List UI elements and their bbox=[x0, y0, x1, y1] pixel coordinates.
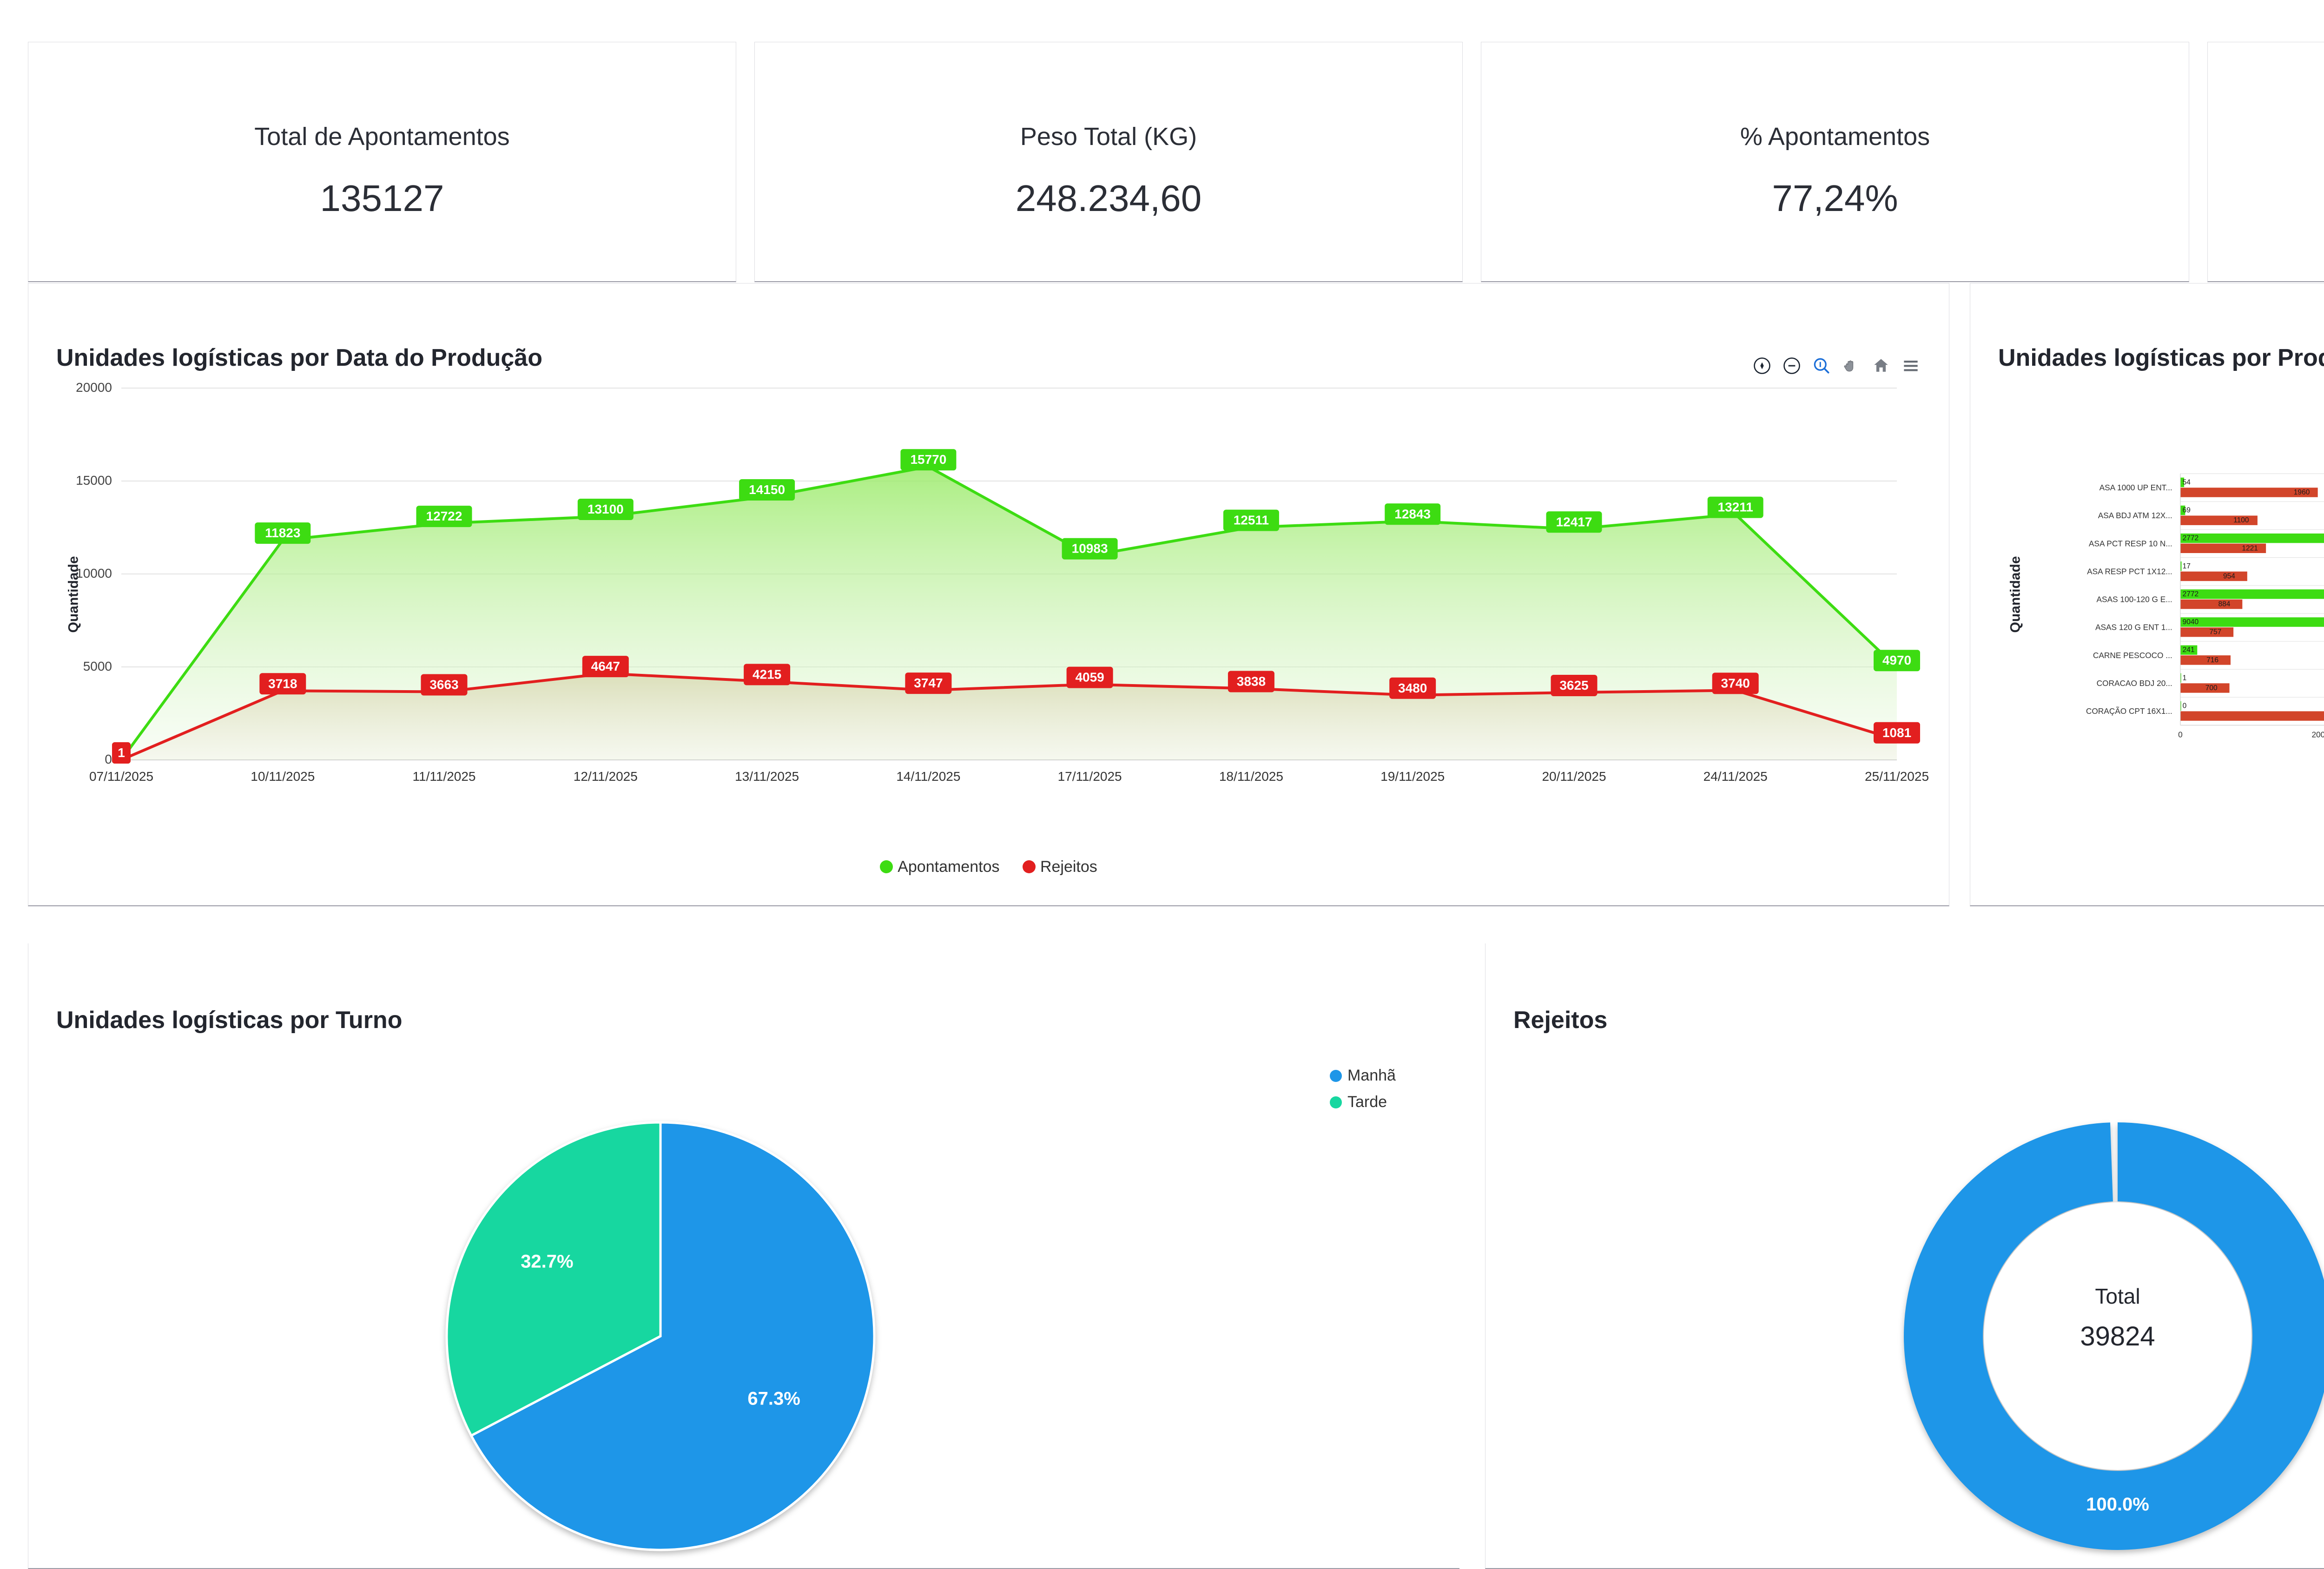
svg-text:4970: 4970 bbox=[1882, 653, 1911, 667]
svg-text:10/11/2025: 10/11/2025 bbox=[251, 769, 315, 784]
svg-text:0: 0 bbox=[2178, 730, 2183, 739]
svg-text:100.0%: 100.0% bbox=[2086, 1494, 2149, 1515]
svg-text:5000: 5000 bbox=[83, 659, 112, 673]
svg-text:13/11/2025: 13/11/2025 bbox=[735, 769, 799, 784]
svg-text:2000: 2000 bbox=[2311, 730, 2324, 739]
svg-text:12722: 12722 bbox=[426, 509, 462, 523]
svg-text:4647: 4647 bbox=[591, 659, 620, 673]
svg-text:1960: 1960 bbox=[2294, 488, 2310, 496]
svg-text:CARNE PESCOCO ...: CARNE PESCOCO ... bbox=[2093, 651, 2172, 660]
svg-text:3480: 3480 bbox=[1398, 681, 1427, 695]
svg-text:25/11/2025: 25/11/2025 bbox=[1865, 769, 1929, 784]
svg-text:11/11/2025: 11/11/2025 bbox=[413, 769, 476, 784]
svg-text:2772: 2772 bbox=[2183, 534, 2199, 542]
svg-text:24/11/2025: 24/11/2025 bbox=[1703, 769, 1768, 784]
svg-text:954: 954 bbox=[2223, 572, 2235, 580]
svg-text:10983: 10983 bbox=[1072, 541, 1108, 556]
svg-text:4215: 4215 bbox=[753, 667, 781, 681]
svg-text:17: 17 bbox=[2183, 562, 2191, 570]
svg-text:757: 757 bbox=[2209, 628, 2221, 636]
svg-text:241: 241 bbox=[2183, 646, 2195, 654]
svg-text:11823: 11823 bbox=[265, 526, 300, 540]
svg-text:716: 716 bbox=[2206, 656, 2218, 664]
svg-text:10000: 10000 bbox=[76, 566, 112, 580]
svg-text:884: 884 bbox=[2218, 600, 2230, 608]
svg-text:18/11/2025: 18/11/2025 bbox=[1219, 769, 1283, 784]
svg-text:9040: 9040 bbox=[2183, 618, 2199, 626]
svg-text:1: 1 bbox=[118, 745, 125, 760]
svg-text:1081: 1081 bbox=[1882, 725, 1911, 740]
svg-text:32.7%: 32.7% bbox=[521, 1252, 573, 1272]
svg-text:19/11/2025: 19/11/2025 bbox=[1380, 769, 1445, 784]
svg-text:ASAS 100-120 G E...: ASAS 100-120 G E... bbox=[2097, 595, 2172, 604]
svg-text:13100: 13100 bbox=[588, 502, 624, 516]
svg-text:20000: 20000 bbox=[76, 380, 112, 395]
svg-text:2772: 2772 bbox=[2183, 590, 2199, 598]
svg-text:0: 0 bbox=[105, 752, 112, 766]
svg-text:15000: 15000 bbox=[76, 473, 112, 488]
svg-text:Total: Total bbox=[2095, 1284, 2140, 1308]
svg-text:1: 1 bbox=[2183, 674, 2187, 682]
svg-text:3838: 3838 bbox=[1237, 674, 1266, 689]
svg-text:0: 0 bbox=[2183, 702, 2187, 710]
svg-text:ASAS 120 G ENT 1...: ASAS 120 G ENT 1... bbox=[2095, 623, 2172, 632]
svg-text:ASA RESP PCT 1X12...: ASA RESP PCT 1X12... bbox=[2087, 567, 2172, 576]
svg-text:12843: 12843 bbox=[1394, 507, 1431, 521]
svg-text:13211: 13211 bbox=[1718, 500, 1753, 514]
svg-text:17/11/2025: 17/11/2025 bbox=[1058, 769, 1122, 784]
svg-text:12417: 12417 bbox=[1556, 514, 1592, 529]
svg-text:ASA BDJ ATM 12X...: ASA BDJ ATM 12X... bbox=[2098, 511, 2172, 520]
svg-text:14/11/2025: 14/11/2025 bbox=[896, 769, 960, 784]
svg-text:3663: 3663 bbox=[429, 678, 458, 692]
svg-text:39824: 39824 bbox=[2080, 1321, 2155, 1351]
svg-text:15770: 15770 bbox=[910, 452, 946, 467]
svg-text:3718: 3718 bbox=[268, 676, 297, 691]
svg-text:700: 700 bbox=[2205, 684, 2218, 692]
svg-text:CORACAO BDJ 20...: CORACAO BDJ 20... bbox=[2097, 679, 2172, 688]
svg-text:CORAÇÃO CPT 16X1...: CORAÇÃO CPT 16X1... bbox=[2086, 706, 2172, 716]
svg-text:12/11/2025: 12/11/2025 bbox=[574, 769, 638, 784]
svg-text:ASA PCT RESP 10 N...: ASA PCT RESP 10 N... bbox=[2089, 539, 2172, 548]
svg-text:20/11/2025: 20/11/2025 bbox=[1542, 769, 1606, 784]
svg-text:67.3%: 67.3% bbox=[747, 1389, 800, 1409]
svg-text:3740: 3740 bbox=[1721, 676, 1750, 690]
svg-text:4059: 4059 bbox=[1075, 670, 1104, 685]
svg-text:12511: 12511 bbox=[1234, 513, 1269, 527]
svg-text:07/11/2025: 07/11/2025 bbox=[89, 769, 153, 784]
svg-text:3747: 3747 bbox=[914, 676, 943, 690]
svg-text:1100: 1100 bbox=[2233, 516, 2249, 524]
svg-text:1221: 1221 bbox=[2242, 544, 2258, 552]
svg-text:14150: 14150 bbox=[749, 482, 785, 497]
svg-text:ASA 1000 UP ENT...: ASA 1000 UP ENT... bbox=[2100, 483, 2172, 492]
svg-text:3625: 3625 bbox=[1559, 678, 1588, 692]
svg-text:69: 69 bbox=[2183, 506, 2191, 514]
svg-text:54: 54 bbox=[2183, 478, 2191, 486]
